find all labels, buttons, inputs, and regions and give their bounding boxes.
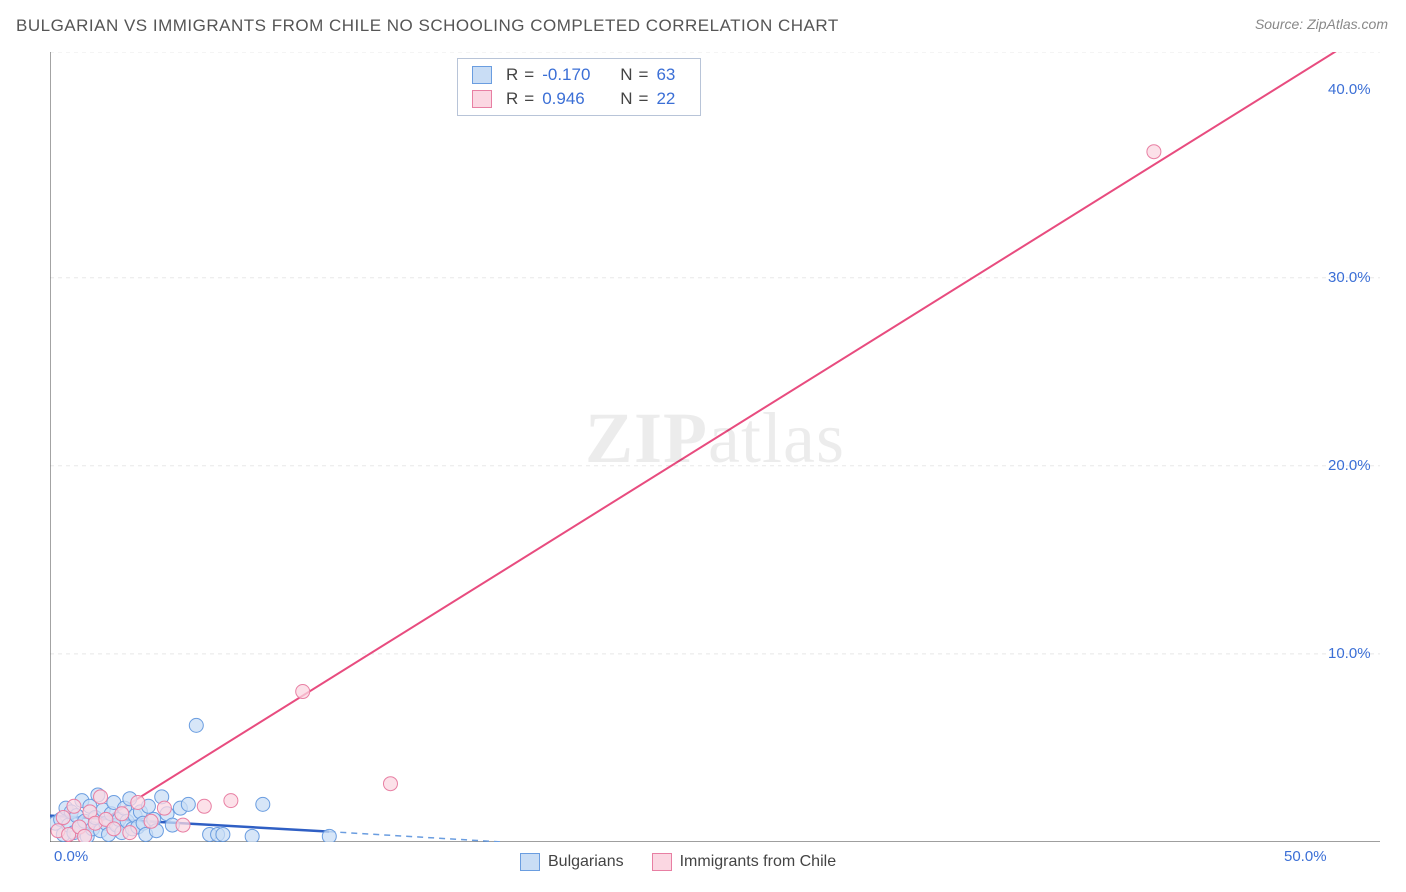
source-attribution: Source: ZipAtlas.com xyxy=(1255,16,1388,32)
legend-item: Bulgarians xyxy=(520,853,624,871)
correlation-stats-box: R=-0.170N=63R=0.946N=22 xyxy=(457,58,701,116)
chart-title: BULGARIAN VS IMMIGRANTS FROM CHILE NO SC… xyxy=(16,16,839,36)
stats-row: R=-0.170N=63 xyxy=(458,63,700,87)
y-tick-label: 30.0% xyxy=(1328,269,1371,286)
chart-container: { "title": "BULGARIAN VS IMMIGRANTS FROM… xyxy=(0,0,1406,892)
legend-swatch xyxy=(520,853,540,871)
y-tick-label: 10.0% xyxy=(1328,645,1371,662)
y-tick-label: 20.0% xyxy=(1328,457,1371,474)
plot-svg xyxy=(50,52,1380,842)
legend-swatch xyxy=(652,853,672,871)
y-tick-label: 40.0% xyxy=(1328,81,1371,98)
plot-area: ZIPatlas R=-0.170N=63R=0.946N=22 xyxy=(50,52,1380,842)
stat-n-value: 63 xyxy=(656,65,686,85)
stat-r-value: -0.170 xyxy=(542,65,602,85)
stats-swatch xyxy=(472,90,492,108)
x-tick-label: 50.0% xyxy=(1284,848,1327,865)
legend-label: Immigrants from Chile xyxy=(680,853,836,871)
stat-r-value: 0.946 xyxy=(542,89,602,109)
stats-swatch xyxy=(472,66,492,84)
stat-n-value: 22 xyxy=(656,89,686,109)
x-tick-label: 0.0% xyxy=(54,848,88,865)
legend-label: Bulgarians xyxy=(548,853,624,871)
stats-row: R=0.946N=22 xyxy=(458,87,700,111)
legend: Bulgarians Immigrants from Chile xyxy=(520,853,836,871)
legend-item: Immigrants from Chile xyxy=(652,853,836,871)
